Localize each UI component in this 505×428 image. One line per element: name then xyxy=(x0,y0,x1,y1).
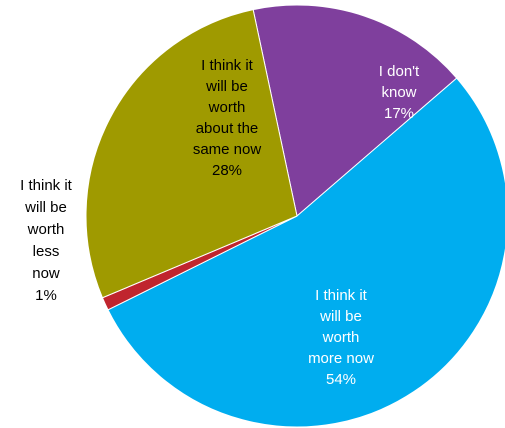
slice-label-line: will be xyxy=(205,78,248,95)
pie-slices xyxy=(85,4,505,428)
slice-label-line: same now xyxy=(193,141,262,158)
pie-slice-3 xyxy=(85,9,298,299)
slice-label-line: I think it xyxy=(315,287,368,304)
slice-label-line: worth xyxy=(208,99,246,116)
slice-label-line: I think it xyxy=(201,57,254,74)
slice-label-line: will be xyxy=(319,308,362,325)
slice-label-line: more now xyxy=(308,350,374,367)
slice-label-line: 28% xyxy=(212,162,242,179)
slice-label-line: worth xyxy=(27,221,65,238)
slice-label-1: I think it will be worth more now 54% xyxy=(308,287,374,388)
slice-label-line: I think it xyxy=(20,177,73,194)
slice-label-line: 54% xyxy=(326,371,356,388)
slice-label-line: I don't xyxy=(379,63,420,80)
slice-label-line: worth xyxy=(322,329,360,346)
slice-label-line: know xyxy=(381,84,416,101)
slice-label-3: I think it will be worth about the same now 2… xyxy=(193,57,262,179)
slice-label-line: less xyxy=(33,243,60,260)
slice-label-line: will be xyxy=(24,199,67,216)
slice-label-2: I think it will be worth less now 1% xyxy=(20,177,73,304)
slice-label-line: now xyxy=(32,265,60,282)
slice-label-line: about the xyxy=(196,120,259,137)
slice-label-0: I don't know 17% xyxy=(379,63,420,122)
pie-labels: I don't know 17% I think it will be worth more… xyxy=(20,57,420,388)
pie-slice-0 xyxy=(252,4,458,217)
slice-label-line: 17% xyxy=(384,105,414,122)
pie-slice-1 xyxy=(107,77,505,428)
slice-label-line: 1% xyxy=(35,287,57,304)
